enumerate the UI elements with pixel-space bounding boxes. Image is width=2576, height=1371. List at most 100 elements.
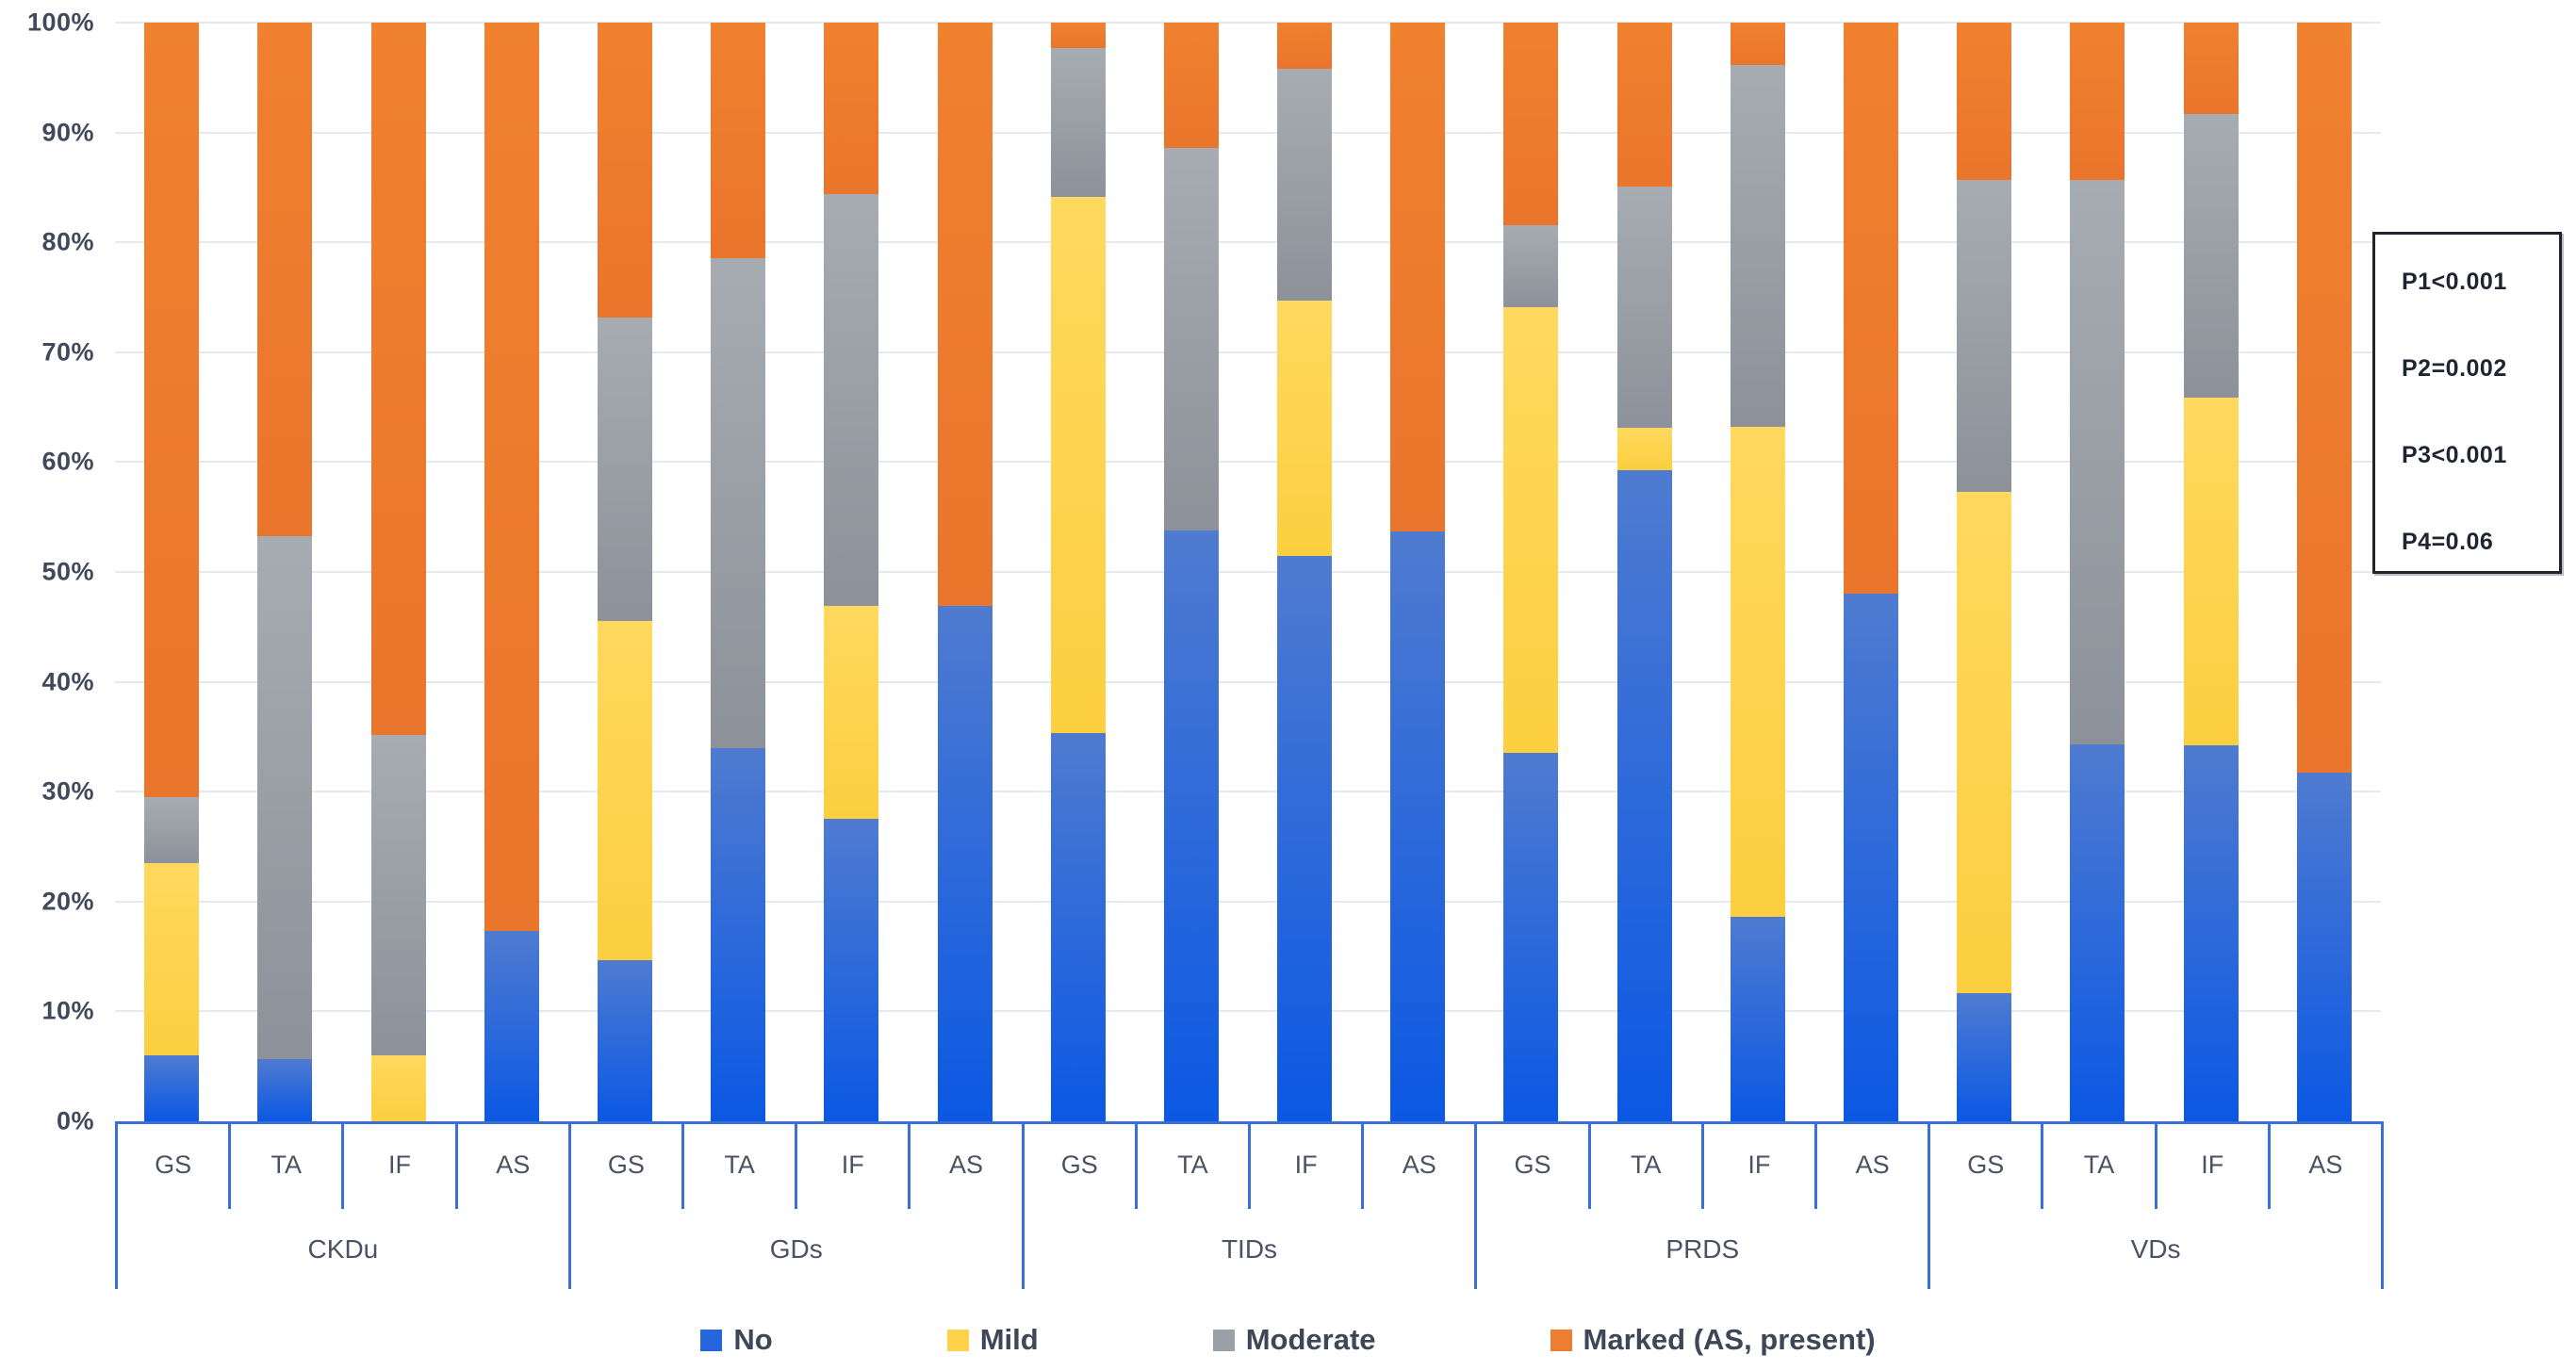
p-value-line-1: P1<0.001 (2402, 268, 2507, 295)
segment-mild-VDs-GS (1957, 491, 2012, 993)
legend-item-marked-as-present: Marked (AS, present) (1550, 1323, 1876, 1357)
bar-slot-VDs-TA (2041, 23, 2154, 1121)
bar-group-TIDs (1022, 23, 1475, 1121)
segment-moderate-PRDS-TA (1616, 186, 1672, 429)
segment-no-VDs-GS (1957, 992, 2012, 1121)
x-axis: GS TA IF AS CKDu GS TA IF AS GDs GS TA IF AS TIDs GS TA I… (115, 1121, 2384, 1289)
segment-no-VDs-IF (2183, 745, 2239, 1121)
bar-slot-CKDu-GS (115, 23, 228, 1121)
segment-marked-as-present-VDs-IF (2183, 23, 2239, 114)
x-axis-category-row-PRDS: GS TA IF AS (1477, 1121, 1928, 1209)
x-axis-category-row-CKDu: GS TA IF AS (118, 1121, 568, 1209)
x-group-label-CKDu: CKDu (307, 1233, 379, 1264)
segment-moderate-TIDs-TA (1163, 147, 1219, 530)
segment-mild-PRDS-TA (1616, 428, 1672, 470)
y-tick-label-100%: 100% (26, 8, 94, 37)
bar-slot-TIDs-IF (1248, 23, 1361, 1121)
bar-slot-CKDu-IF (341, 23, 454, 1121)
bar-slot-GDs-AS (908, 23, 1021, 1121)
segment-mild-PRDS-IF (1730, 427, 1785, 918)
bar-PRDS-AS (1844, 23, 1899, 1121)
segment-moderate-GDs-GS (597, 317, 652, 622)
bar-group-VDs (1928, 23, 2381, 1121)
segment-moderate-VDs-GS (1957, 179, 2012, 492)
legend-label: Marked (AS, present) (1583, 1323, 1876, 1356)
y-tick-label-50%: 50% (41, 557, 94, 586)
legend-swatch-icon (700, 1329, 723, 1351)
segment-mild-CKDu-GS (144, 863, 200, 1056)
y-tick-label-80%: 80% (41, 227, 94, 256)
segment-marked-as-present-GDs-GS (597, 23, 652, 318)
x-tick-label-PRDS-TA: TA (1587, 1121, 1701, 1209)
bar-slot-GDs-GS (568, 23, 681, 1121)
bar-TIDs-TA (1163, 23, 1219, 1121)
x-tick-label-TIDs-IF: IF (1248, 1121, 1361, 1209)
x-axis-group-VDs: GS TA IF AS VDs (1928, 1121, 2381, 1289)
bar-slot-PRDS-TA (1588, 23, 1701, 1121)
x-tick-label-TIDs-TA: TA (1134, 1121, 1248, 1209)
legend-label: Mild (979, 1323, 1039, 1356)
bar-PRDS-IF (1730, 23, 1785, 1121)
y-tick-label-20%: 20% (41, 887, 94, 916)
bar-slot-TIDs-AS (1361, 23, 1474, 1121)
segment-no-VDs-AS (2296, 773, 2352, 1121)
y-tick-label-90%: 90% (41, 118, 94, 147)
segment-no-VDs-TA (2070, 744, 2125, 1121)
bar-slot-VDs-AS (2268, 23, 2381, 1121)
y-tick-label-30%: 30% (41, 776, 94, 806)
gridline-100% (115, 22, 2381, 24)
gridline-10% (115, 1010, 2381, 1013)
segment-no-GDs-TA (711, 747, 766, 1121)
segment-mild-GDs-GS (597, 621, 652, 960)
bars-container (115, 23, 2381, 1121)
segment-no-PRDS-GS (1503, 753, 1559, 1121)
plot-area (115, 22, 2381, 1124)
bar-group-GDs (568, 23, 1022, 1121)
segment-no-GDs-IF (824, 819, 879, 1121)
legend-swatch-icon (1212, 1329, 1235, 1351)
bar-slot-PRDS-AS (1814, 23, 1928, 1121)
x-tick-label-CKDu-AS: AS (454, 1121, 568, 1209)
x-group-label-PRDS: PRDS (1665, 1233, 1740, 1264)
segment-marked-as-present-GDs-TA (711, 23, 766, 258)
legend-item-mild: Mild (946, 1323, 1039, 1357)
gridline-90% (115, 131, 2381, 134)
bar-GDs-TA (711, 23, 766, 1121)
segment-no-PRDS-AS (1844, 594, 1899, 1121)
p-value-line-3: P3<0.001 (2402, 441, 2507, 468)
segment-moderate-GDs-TA (711, 257, 766, 748)
segment-mild-PRDS-GS (1503, 307, 1559, 754)
bar-slot-PRDS-IF (1701, 23, 1814, 1121)
bar-group-PRDS (1474, 23, 1928, 1121)
bar-PRDS-TA (1616, 23, 1672, 1121)
segment-mild-TIDs-IF (1277, 301, 1333, 556)
gridline-20% (115, 900, 2381, 903)
x-tick-label-VDs-TA: TA (2041, 1121, 2154, 1209)
x-tick-label-CKDu-IF: IF (341, 1121, 454, 1209)
x-axis-group-PRDS: GS TA IF AS PRDS (1474, 1121, 1928, 1289)
bar-CKDu-TA (257, 23, 313, 1121)
segment-marked-as-present-PRDS-TA (1616, 23, 1672, 187)
x-tick-label-CKDu-GS: GS (155, 1151, 192, 1179)
bar-PRDS-GS (1503, 23, 1559, 1121)
segment-moderate-PRDS-IF (1730, 65, 1785, 428)
segment-marked-as-present-VDs-AS (2296, 23, 2352, 774)
p-value-line-2: P2=0.002 (2402, 354, 2507, 382)
segment-moderate-TIDs-GS (1050, 47, 1106, 198)
legend-swatch-icon (1550, 1329, 1572, 1351)
segment-moderate-PRDS-GS (1503, 224, 1559, 307)
segment-moderate-VDs-TA (2070, 179, 2125, 745)
segment-no-PRDS-IF (1730, 917, 1785, 1121)
segment-moderate-CKDu-IF (370, 734, 426, 1056)
segment-no-TIDs-TA (1163, 530, 1219, 1121)
bar-slot-CKDu-AS (455, 23, 568, 1121)
bar-slot-VDs-IF (2155, 23, 2268, 1121)
x-tick-label-CKDu-TA: TA (228, 1121, 341, 1209)
segment-no-CKDu-TA (257, 1058, 313, 1121)
bar-TIDs-IF (1277, 23, 1333, 1121)
y-tick-label-60%: 60% (41, 447, 94, 476)
segment-moderate-CKDu-GS (144, 797, 200, 863)
x-axis-group-TIDs: GS TA IF AS TIDs (1021, 1121, 1475, 1289)
bar-CKDu-AS (484, 23, 539, 1121)
